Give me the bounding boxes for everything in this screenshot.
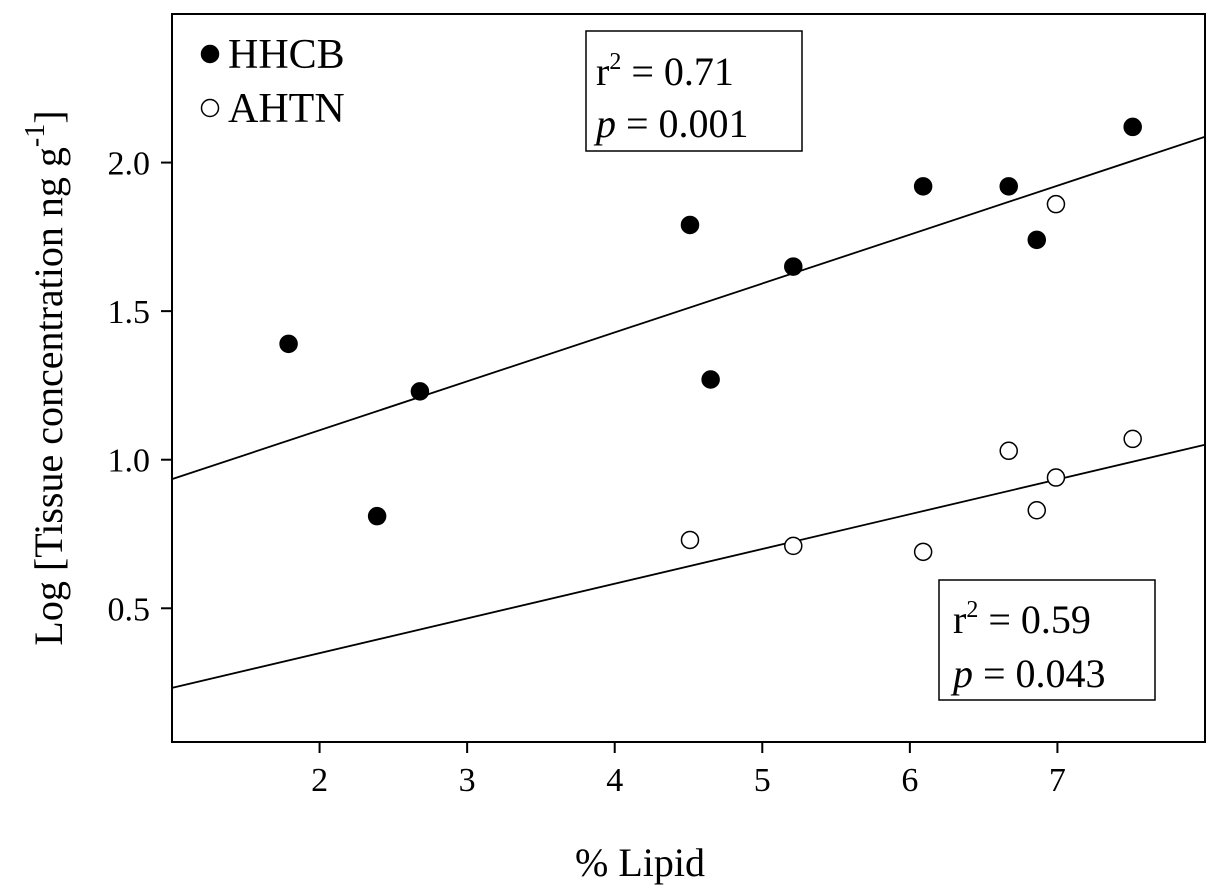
r2-value-ahtn: = 0.59 — [978, 597, 1091, 642]
stats-box-ahtn-frame — [938, 579, 1156, 701]
fit-line-ahtn — [171, 443, 1206, 689]
y-axis-title-sup: -1 — [20, 124, 51, 147]
r2-sup-hhcb: 2 — [609, 49, 621, 75]
p-symbol-hhcb: p — [593, 101, 616, 146]
data-point-hhcb — [367, 506, 387, 526]
r2-symbol-ahtn: r — [953, 597, 966, 642]
y-tick-label: 1.0 — [108, 443, 151, 480]
r2-text-ahtn: r2 = 0.59 — [953, 597, 1091, 642]
fit-line-hhcb — [171, 135, 1206, 481]
legend-marker-hhcb — [200, 44, 220, 64]
data-point-ahtn — [680, 530, 700, 550]
data-point-ahtn — [913, 542, 933, 562]
y-tick-label: 2.0 — [108, 146, 151, 183]
y-axis-title-main: Log [Tissue concentration ng g — [26, 147, 71, 645]
y-tick-label: 0.5 — [108, 591, 151, 628]
x-tick-label: 2 — [311, 762, 328, 799]
data-point-hhcb — [410, 382, 430, 401]
legend-label-hhcb: HHCB — [228, 32, 345, 78]
data-point-hhcb — [701, 370, 720, 389]
r2-text-hhcb: r2 = 0.71 — [596, 49, 734, 94]
y-axis-title: Log [Tissue concentration ng g-1] — [20, 110, 71, 645]
y-tick-label: 1.5 — [108, 294, 151, 331]
axis-ticks: 2 3 4 5 6 7 0.5 1.0 1.5 2.0 — [108, 146, 1066, 799]
data-point-hhcb — [1123, 117, 1142, 137]
p-value-ahtn: = 0.043 — [973, 651, 1106, 696]
data-point-ahtn — [999, 441, 1018, 461]
x-axis-title: % Lipid — [575, 840, 705, 885]
fit-lines — [171, 135, 1206, 689]
data-point-ahtn — [784, 536, 803, 556]
data-point-hhcb — [680, 215, 700, 235]
p-text-hhcb: p = 0.001 — [593, 101, 749, 146]
data-point-hhcb — [999, 177, 1018, 196]
data-point-ahtn — [1046, 194, 1066, 214]
data-point-hhcb — [784, 257, 803, 276]
data-point-ahtn — [1123, 429, 1142, 449]
p-value-hhcb: = 0.001 — [616, 101, 749, 146]
data-point-hhcb — [1027, 230, 1047, 250]
r2-sup-ahtn: 2 — [966, 597, 978, 623]
y-axis-title-close: ] — [26, 110, 71, 123]
p-symbol-ahtn: p — [950, 651, 973, 696]
legend-marker-ahtn — [200, 98, 220, 118]
r2-symbol-hhcb: r — [596, 49, 609, 94]
x-tick-label: 4 — [606, 762, 623, 799]
data-points — [279, 117, 1142, 562]
legend-label-ahtn: AHTN — [228, 86, 345, 132]
p-text-ahtn: p = 0.043 — [950, 651, 1106, 696]
data-point-ahtn — [1027, 500, 1047, 520]
data-point-hhcb — [913, 177, 933, 196]
plot-frame — [171, 13, 1206, 743]
r2-value-hhcb: = 0.71 — [621, 49, 734, 94]
x-tick-label: 5 — [754, 762, 771, 799]
data-point-ahtn — [1046, 468, 1066, 487]
x-tick-label: 6 — [901, 762, 918, 799]
data-point-hhcb — [279, 334, 298, 354]
x-tick-label: 7 — [1049, 762, 1066, 799]
stats-box-hhcb-frame — [585, 30, 803, 152]
stats-box-ahtn: r2 = 0.59 p = 0.043 — [938, 579, 1156, 701]
x-tick-label: 3 — [459, 762, 476, 799]
legend: HHCB AHTN — [200, 32, 345, 132]
stats-box-hhcb: r2 = 0.71 p = 0.001 — [585, 30, 803, 152]
